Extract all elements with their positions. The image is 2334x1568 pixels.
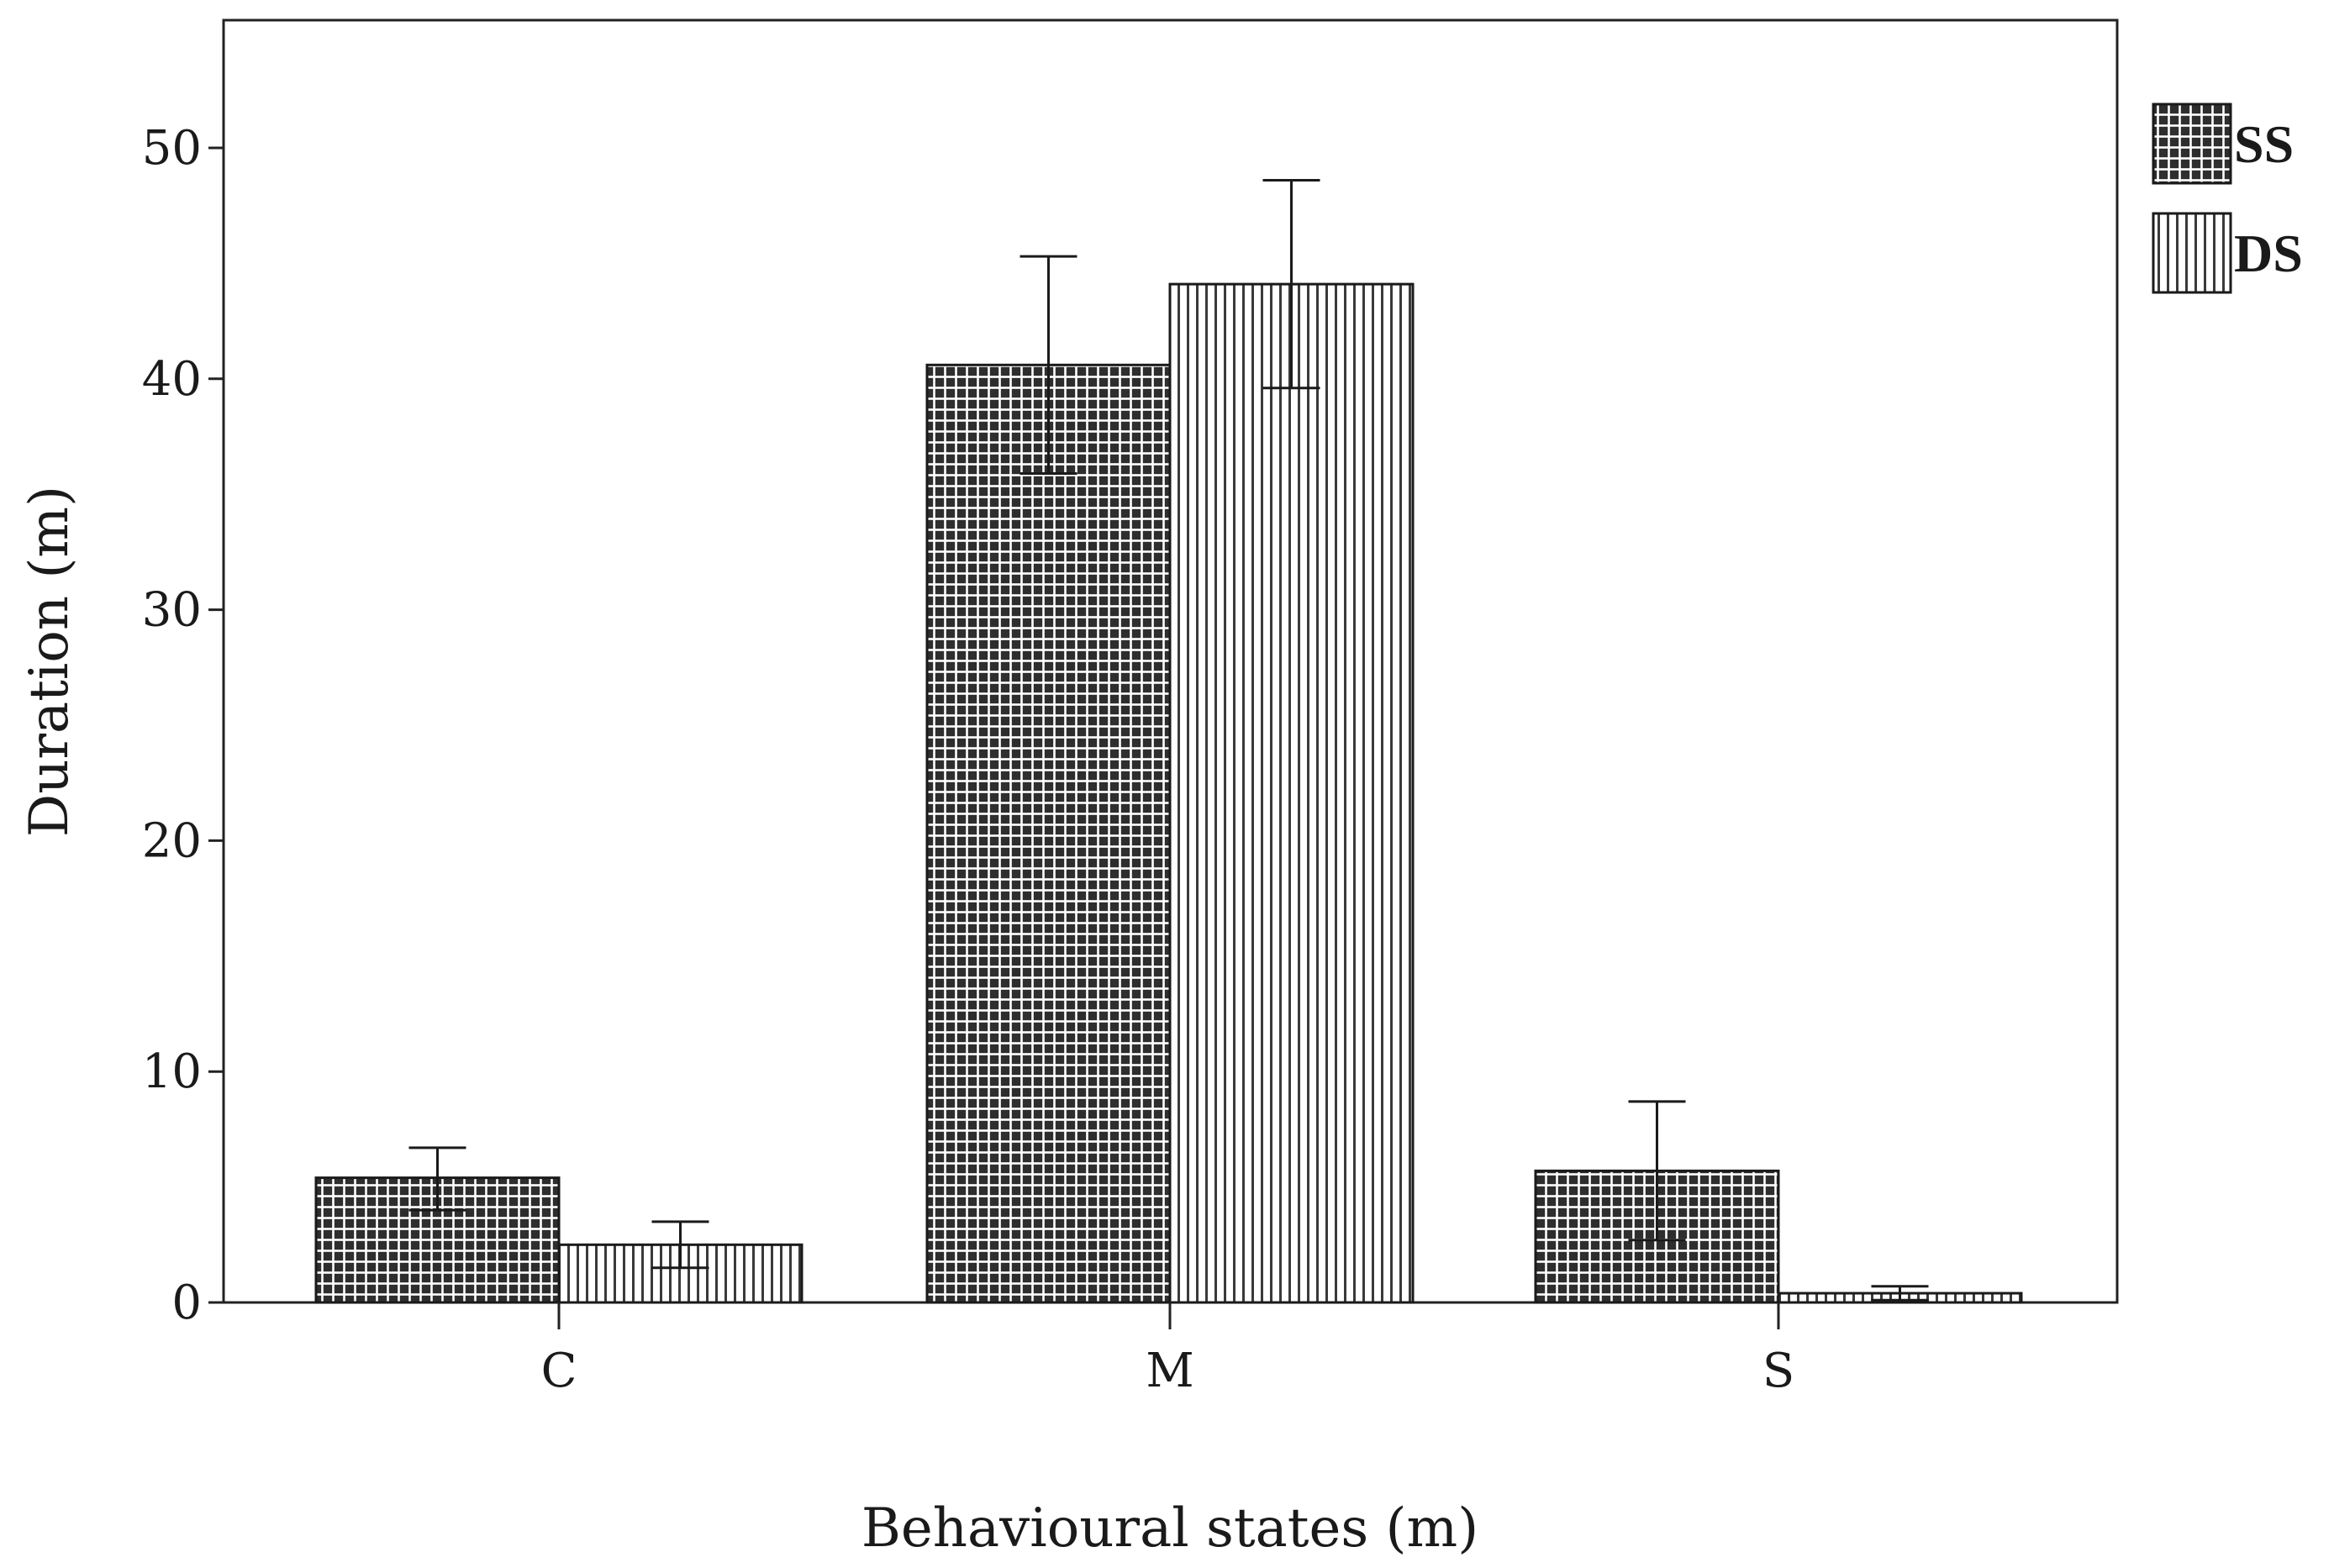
legend-swatch: [2152, 212, 2232, 294]
x-axis-title: Behavioural states (m): [861, 1497, 1478, 1560]
error-bar-ss-s: [1628, 1100, 1686, 1242]
y-tick-label: 20: [142, 813, 202, 868]
bars: [314, 282, 2023, 1304]
error-bar-ds-s: [1871, 1285, 1929, 1302]
y-tick-label: 10: [142, 1044, 202, 1099]
bar-ss-m: [925, 363, 1172, 1304]
x-tick-label-m: M: [1146, 1344, 1193, 1398]
error-bar-ss-c: [408, 1146, 466, 1212]
error-bar-ss-m: [1019, 255, 1077, 475]
y-tick-label: 30: [142, 583, 202, 638]
bar-ds-m: [1168, 282, 1415, 1304]
legend-label: DS: [2234, 224, 2303, 283]
y-tick-label: 40: [142, 352, 202, 407]
y-tick-label: 50: [142, 121, 202, 176]
y-axis: 0 10 20 30 40 50: [142, 121, 224, 1330]
error-bars: [408, 178, 1929, 1302]
legend-item-ss: SS: [2152, 103, 2294, 185]
legend-item-ds: DS: [2152, 212, 2303, 294]
y-tick-label: 0: [171, 1276, 202, 1330]
x-tick-label-s: S: [1762, 1344, 1794, 1398]
legend-swatch: [2152, 103, 2232, 185]
x-tick-label-c: C: [541, 1344, 577, 1398]
legend: SS DS: [2152, 103, 2303, 294]
y-axis-title: Duration (m): [18, 486, 81, 837]
legend-label: SS: [2234, 114, 2294, 174]
error-bar-ds-c: [651, 1220, 709, 1270]
error-bar-ds-m: [1262, 178, 1320, 390]
